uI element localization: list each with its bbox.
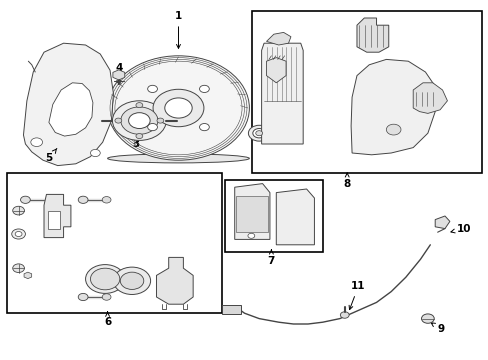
Circle shape [31, 138, 42, 147]
Ellipse shape [107, 56, 249, 160]
Bar [222, 305, 241, 314]
Circle shape [90, 268, 120, 290]
Polygon shape [434, 216, 449, 229]
Circle shape [255, 131, 262, 136]
Circle shape [90, 149, 100, 157]
Bar [7, 173, 222, 313]
Circle shape [115, 118, 122, 123]
Text: 9: 9 [430, 323, 444, 334]
Polygon shape [49, 83, 93, 136]
Circle shape [113, 267, 150, 294]
Polygon shape [44, 194, 71, 238]
Circle shape [164, 98, 192, 118]
Text: 1: 1 [175, 11, 182, 48]
Text: 2: 2 [263, 103, 277, 121]
Text: 8: 8 [343, 173, 350, 189]
Circle shape [78, 293, 88, 301]
Circle shape [386, 124, 400, 135]
Circle shape [153, 89, 203, 127]
Text: 7: 7 [267, 250, 275, 266]
Circle shape [157, 118, 163, 123]
Circle shape [136, 134, 142, 139]
Circle shape [421, 314, 433, 323]
Bar [236, 196, 267, 232]
Text: 5: 5 [45, 148, 57, 163]
Circle shape [248, 125, 269, 141]
Polygon shape [276, 189, 314, 245]
Polygon shape [261, 43, 303, 144]
Circle shape [340, 312, 348, 318]
Circle shape [13, 264, 24, 273]
Circle shape [121, 107, 158, 134]
Circle shape [15, 231, 22, 237]
Bar [224, 180, 322, 252]
Bar [251, 11, 481, 173]
Circle shape [199, 123, 209, 131]
Circle shape [147, 85, 157, 93]
Circle shape [12, 229, 25, 239]
Circle shape [78, 196, 88, 203]
Text: 10: 10 [450, 224, 471, 234]
Text: 6: 6 [104, 312, 111, 327]
Circle shape [247, 233, 254, 238]
Polygon shape [156, 257, 193, 304]
Text: 11: 11 [348, 281, 365, 310]
Bar [48, 211, 60, 229]
Circle shape [252, 129, 265, 138]
Polygon shape [234, 184, 269, 239]
Circle shape [13, 206, 24, 215]
Polygon shape [266, 58, 285, 83]
Polygon shape [266, 32, 290, 45]
Polygon shape [350, 59, 434, 155]
Text: 4: 4 [115, 63, 122, 84]
Circle shape [102, 294, 111, 300]
Circle shape [128, 113, 150, 129]
Circle shape [112, 101, 166, 140]
Circle shape [147, 123, 157, 131]
Ellipse shape [107, 154, 249, 163]
Circle shape [102, 197, 111, 203]
Polygon shape [356, 18, 388, 52]
Text: 3: 3 [132, 139, 139, 149]
Polygon shape [23, 43, 113, 166]
Circle shape [136, 103, 142, 108]
Circle shape [120, 272, 143, 289]
Circle shape [20, 196, 30, 203]
Polygon shape [412, 83, 447, 113]
Circle shape [199, 85, 209, 93]
Circle shape [85, 265, 124, 293]
